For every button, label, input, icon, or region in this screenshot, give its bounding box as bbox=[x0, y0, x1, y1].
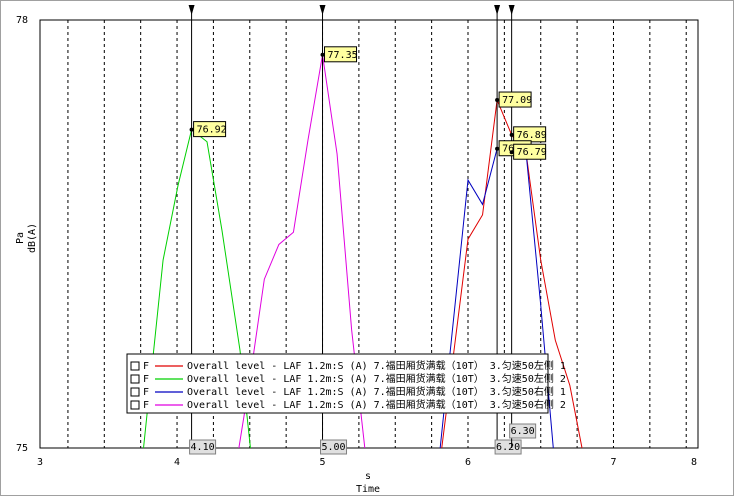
legend-box bbox=[126, 353, 549, 414]
legend-flag: F bbox=[143, 361, 149, 372]
x-tick-label: 5 bbox=[320, 457, 326, 468]
legend: F Overall level - LAF 1.2m:S (A) 7.福田厢货满载… bbox=[126, 353, 566, 414]
legend-checkbox bbox=[130, 374, 140, 384]
y-tick-label: 78 bbox=[16, 15, 28, 26]
legend-label: Overall level - LAF 1.2m:S (A) 7.福田厢货满载（… bbox=[187, 359, 566, 372]
point-marker bbox=[495, 98, 500, 103]
cursor-label-box bbox=[320, 439, 348, 455]
value-label: 76.79 bbox=[517, 147, 547, 158]
legend-label: Overall level - LAF 1.2m:S (A) 7.福田厢货满载（… bbox=[187, 372, 566, 385]
cursor-handle bbox=[188, 5, 195, 15]
x-tick-label: 4 bbox=[174, 457, 180, 468]
legend-label: Overall level - LAF 1.2m:S (A) 7.福田厢货满载（… bbox=[187, 385, 566, 398]
x-tick-label: 6 bbox=[465, 457, 471, 468]
legend-flag: F bbox=[143, 374, 149, 385]
cursor-label-box bbox=[494, 439, 522, 455]
x-label: Time bbox=[356, 484, 380, 495]
point-marker bbox=[495, 146, 500, 151]
legend-flag: F bbox=[143, 400, 149, 411]
value-label: 77.35 bbox=[328, 50, 358, 61]
value-label-box bbox=[513, 143, 547, 160]
legend-flag: F bbox=[143, 387, 149, 398]
value-label: 76.89 bbox=[517, 130, 547, 141]
point-marker bbox=[509, 150, 514, 155]
x-tick-label: 3 bbox=[37, 457, 43, 468]
value-label-box bbox=[498, 91, 532, 108]
y-label: dB(A) bbox=[27, 223, 38, 253]
x-tick-label: 8 bbox=[691, 457, 697, 468]
value-label: 77.09 bbox=[502, 95, 532, 106]
cursor-label-box bbox=[189, 439, 217, 455]
value-label-box bbox=[324, 46, 358, 63]
y-unit: Pa bbox=[15, 232, 26, 244]
value-label: 76.92 bbox=[197, 125, 227, 136]
legend-checkbox bbox=[130, 400, 140, 410]
cursor-handle bbox=[494, 5, 501, 15]
legend-checkbox bbox=[130, 361, 140, 371]
cursor-handle bbox=[319, 5, 326, 15]
cursor-label: 6.30 bbox=[511, 426, 535, 437]
x-tick-label: 7 bbox=[610, 457, 616, 468]
cursor-label-box bbox=[509, 423, 537, 439]
point-marker bbox=[509, 132, 514, 137]
value-label-box bbox=[193, 121, 227, 138]
y-tick-label: 75 bbox=[16, 443, 28, 454]
cursor-label: 6.20 bbox=[496, 442, 520, 453]
cursor-handle bbox=[508, 5, 515, 15]
point-marker bbox=[320, 52, 325, 57]
series-line bbox=[238, 54, 366, 448]
cursor-label: 4.10 bbox=[191, 442, 215, 453]
x-unit: s bbox=[365, 471, 371, 482]
point-marker bbox=[189, 127, 194, 132]
legend-checkbox bbox=[130, 387, 140, 397]
cursor-label: 5.00 bbox=[321, 442, 345, 453]
legend-label: Overall level - LAF 1.2m:S (A) 7.福田厢货满载（… bbox=[187, 398, 566, 411]
